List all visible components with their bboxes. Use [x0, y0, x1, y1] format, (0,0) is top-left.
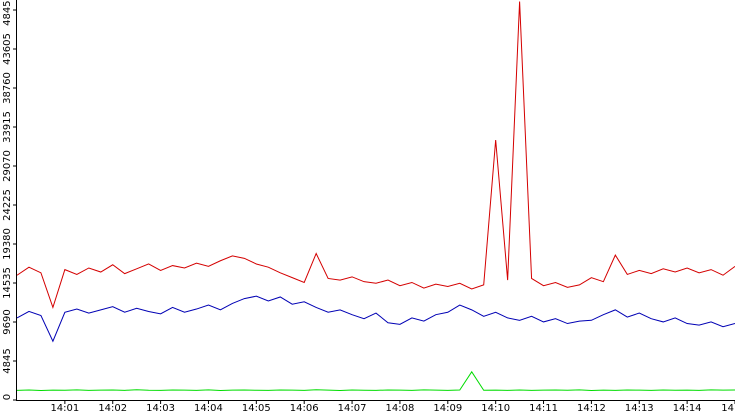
y-tick-label: 24225: [2, 189, 13, 221]
series-line: [16, 1, 735, 310]
x-tick-label: 14:01: [50, 403, 79, 414]
x-tick-label: 14:09: [433, 403, 462, 414]
series-line: [16, 295, 735, 343]
y-tick-label: 43605: [2, 33, 13, 65]
y-tick-label: 9690: [2, 309, 13, 334]
x-tick-label: 14:07: [338, 403, 367, 414]
y-tick-label: 48451: [2, 0, 13, 26]
y-tick-label: 38760: [2, 72, 13, 104]
y-tick-label: 33915: [2, 111, 13, 143]
x-tick-label: 14:02: [98, 403, 127, 414]
x-tick-label: 14:12: [577, 403, 606, 414]
y-tick-label: 19380: [2, 228, 13, 260]
x-tick-label: 14: [721, 403, 734, 414]
y-tick-label: 0: [2, 394, 13, 400]
x-tick-label: 14:08: [386, 403, 415, 414]
x-tick-label: 14:14: [673, 403, 702, 414]
x-tick-label: 14:06: [290, 403, 319, 414]
x-tick-label: 14:11: [529, 403, 558, 414]
series-line: [16, 370, 735, 392]
y-tick-label: 4845: [2, 348, 13, 373]
x-tick-label: 14:04: [194, 403, 223, 414]
x-tick-label: 14:03: [146, 403, 175, 414]
x-tick-label: 14:05: [242, 403, 271, 414]
x-tick-label: 14:13: [625, 403, 654, 414]
x-tick-label: 14:10: [481, 403, 510, 414]
y-tick-label: 14535: [2, 267, 13, 299]
y-tick-label: 29070: [2, 150, 13, 182]
